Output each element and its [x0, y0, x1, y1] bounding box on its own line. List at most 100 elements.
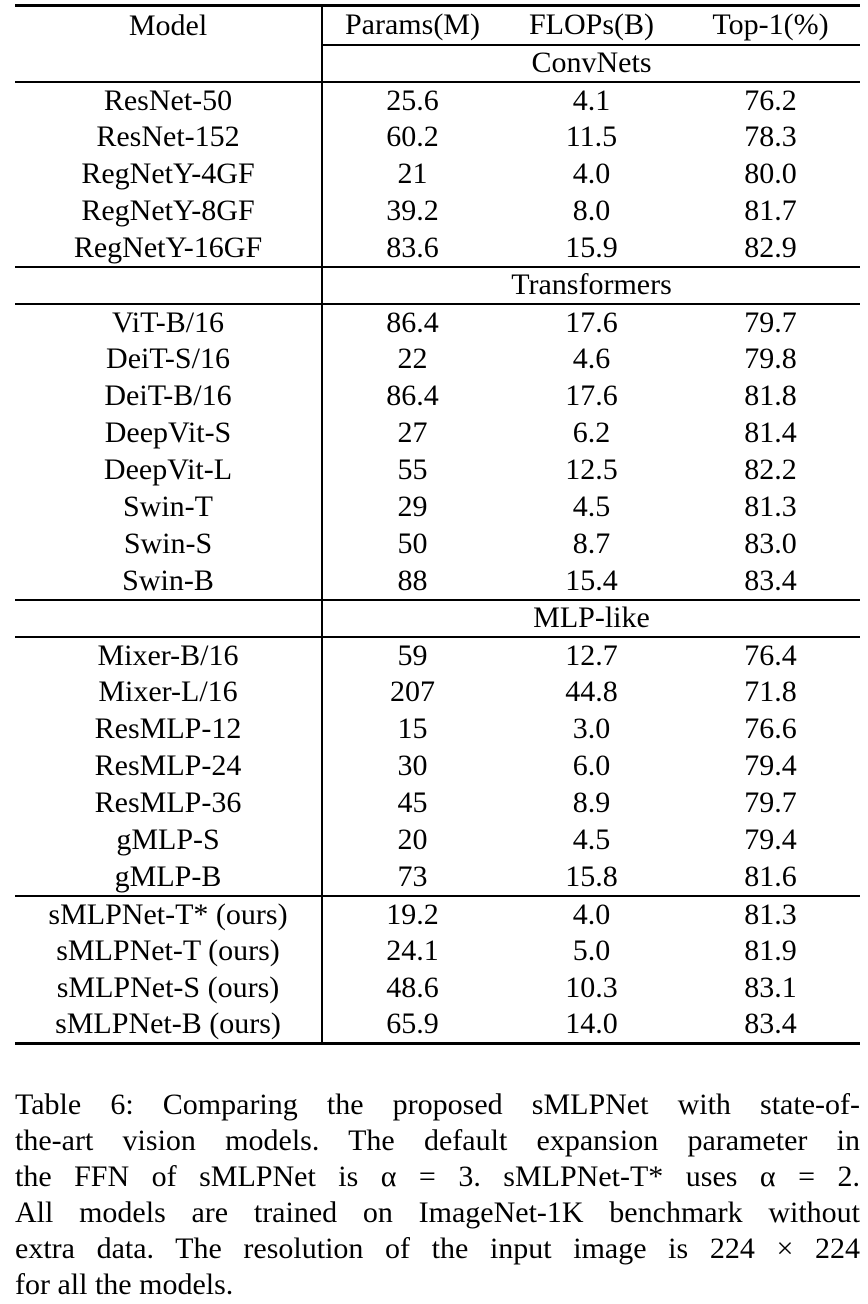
- params-cell: 20: [397, 823, 428, 856]
- table-row: DeepVit-S 27 6.2 81.4: [15, 414, 860, 452]
- params-cell: 29: [397, 490, 428, 523]
- params-cell: 86.4: [386, 305, 439, 339]
- table-row: sMLPNet-S (ours) 48.6 10.3 83.1: [15, 969, 860, 1007]
- top1-cell: 79.4: [744, 749, 797, 782]
- model-cell: ViT-B/16: [15, 303, 323, 341]
- top1-cell: 82.9: [744, 230, 797, 264]
- table-caption: Table 6: Comparing the proposed sMLPNet …: [15, 1087, 860, 1303]
- table-row: RegNetY-8GF 39.2 8.0 81.7: [15, 192, 860, 230]
- flops-cell: 17.6: [565, 379, 618, 412]
- table-row: Swin-B 88 15.4 83.4: [15, 562, 860, 600]
- params-cell: 86.4: [386, 379, 439, 412]
- flops-cell: 17.6: [565, 305, 618, 339]
- table-row: DeiT-S/16 22 4.6 79.8: [15, 340, 860, 378]
- flops-cell: 8.7: [572, 527, 611, 560]
- flops-cell: 15.4: [565, 563, 618, 597]
- top1-cell: 79.8: [744, 342, 797, 375]
- model-cell: Mixer-B/16: [15, 636, 323, 674]
- params-cell: 27: [397, 416, 428, 449]
- params-cell: 59: [397, 638, 428, 672]
- params-cell: 21: [397, 157, 428, 190]
- flops-cell: 4.6: [572, 342, 611, 375]
- top1-cell: 78.3: [744, 120, 797, 153]
- model-cell: gMLP-S: [15, 821, 323, 859]
- table-row: sMLPNet-B (ours) 65.9 14.0 83.4: [15, 1006, 860, 1044]
- params-cell: 83.6: [386, 230, 439, 264]
- top1-cell: 83.4: [744, 563, 797, 597]
- params-cell: 50: [397, 527, 428, 560]
- model-cell: gMLP-B: [15, 858, 323, 896]
- params-cell: 19.2: [322, 894, 502, 933]
- flops-cell: 6.2: [572, 416, 611, 449]
- model-cell: Swin-S: [15, 525, 323, 563]
- model-cell: sMLPNet-T* (ours): [15, 894, 323, 933]
- flops-cell: 4.5: [572, 823, 611, 856]
- section-row: MLP-like: [15, 598, 860, 638]
- table-row: Swin-S 50 8.7 83.0: [15, 525, 860, 563]
- model-cell: ResMLP-12: [15, 710, 323, 748]
- params-cell: 207: [390, 675, 435, 708]
- top1-cell: 81.3: [681, 894, 860, 933]
- model-cell: RegNetY-4GF: [15, 155, 323, 193]
- table-row: ViT-B/16 86.4 17.6 79.7: [15, 303, 860, 341]
- paper-table-figure: Model Params(M) FLOPs(B) Top-1(%) ConvNe…: [15, 4, 860, 1303]
- section-row: Transformers: [15, 265, 860, 305]
- params-cell: 22: [397, 342, 428, 375]
- params-cell: 30: [397, 749, 428, 782]
- section-row: ConvNets: [15, 44, 860, 83]
- flops-cell: 14.0: [565, 1007, 618, 1041]
- table-row: Mixer-L/16 207 44.8 71.8: [15, 673, 860, 711]
- model-cell: sMLPNet-B (ours): [15, 1006, 323, 1044]
- params-cell: 24.1: [386, 934, 439, 967]
- top1-cell: 81.8: [744, 379, 797, 412]
- table-row: ResNet-50 25.6 4.1 76.2: [15, 81, 860, 119]
- model-cell: ResMLP-36: [15, 784, 323, 822]
- params-cell: 48.6: [386, 971, 439, 1004]
- col-header-model: Model: [15, 5, 323, 45]
- params-cell: 55: [397, 453, 428, 486]
- flops-cell: 4.0: [572, 157, 611, 190]
- top1-cell: 81.7: [744, 194, 797, 227]
- flops-cell: 3.0: [572, 712, 611, 745]
- model-cell: DeiT-S/16: [15, 340, 323, 378]
- params-cell: 15: [397, 712, 428, 745]
- table-row: ResMLP-12 15 3.0 76.6: [15, 710, 860, 748]
- table-row: gMLP-B 73 15.8 81.6: [15, 858, 860, 896]
- table-row: Mixer-B/16 59 12.7 76.4: [15, 636, 860, 674]
- table-row: ResNet-152 60.2 11.5 78.3: [15, 118, 860, 156]
- table-row: DeiT-B/16 86.4 17.6 81.8: [15, 377, 860, 415]
- model-cell: DeiT-B/16: [15, 377, 323, 415]
- section-spacer-cell: [15, 265, 323, 305]
- col-header-params: Params(M): [322, 5, 502, 46]
- section-title: ConvNets: [322, 44, 860, 83]
- top1-cell: 83.1: [744, 971, 797, 1004]
- table-row: RegNetY-4GF 21 4.0 80.0: [15, 155, 860, 193]
- model-cell: Swin-T: [15, 488, 323, 526]
- flops-cell: 11.5: [565, 120, 618, 153]
- caption-line: for all the models.: [15, 1268, 234, 1301]
- table-row: ResMLP-36 45 8.9 79.7: [15, 784, 860, 822]
- params-cell: 65.9: [386, 1007, 439, 1041]
- model-cell: sMLPNet-S (ours): [15, 969, 323, 1007]
- top1-cell: 81.9: [744, 934, 797, 967]
- table-row: ResMLP-24 30 6.0 79.4: [15, 747, 860, 785]
- top1-cell: 71.8: [744, 675, 797, 708]
- params-cell: 39.2: [386, 194, 439, 227]
- params-cell: 73: [397, 859, 428, 893]
- model-cell: DeepVit-L: [15, 451, 323, 489]
- flops-cell: 44.8: [565, 675, 618, 708]
- table-row: RegNetY-16GF 83.6 15.9 82.9: [15, 229, 860, 267]
- header-row: Model Params(M) FLOPs(B) Top-1(%): [15, 5, 860, 46]
- top1-cell: 76.6: [744, 712, 797, 745]
- table-row: sMLPNet-T (ours) 24.1 5.0 81.9: [15, 932, 860, 970]
- top1-cell: 83.4: [744, 1007, 797, 1041]
- params-cell: 45: [397, 786, 428, 819]
- model-cell: Swin-B: [15, 562, 323, 600]
- model-cell: Mixer-L/16: [15, 673, 323, 711]
- caption-line: Table 6: Comparing the proposed sMLPNet …: [15, 1088, 860, 1121]
- params-cell: 25.6: [386, 83, 439, 117]
- params-cell: 88: [397, 563, 428, 597]
- table-body: ConvNets ResNet-50 25.6 4.1 76.2 ResNet-152 60…: [15, 44, 860, 1044]
- top1-cell: 79.4: [744, 823, 797, 856]
- table-row: Swin-T 29 4.5 81.3: [15, 488, 860, 526]
